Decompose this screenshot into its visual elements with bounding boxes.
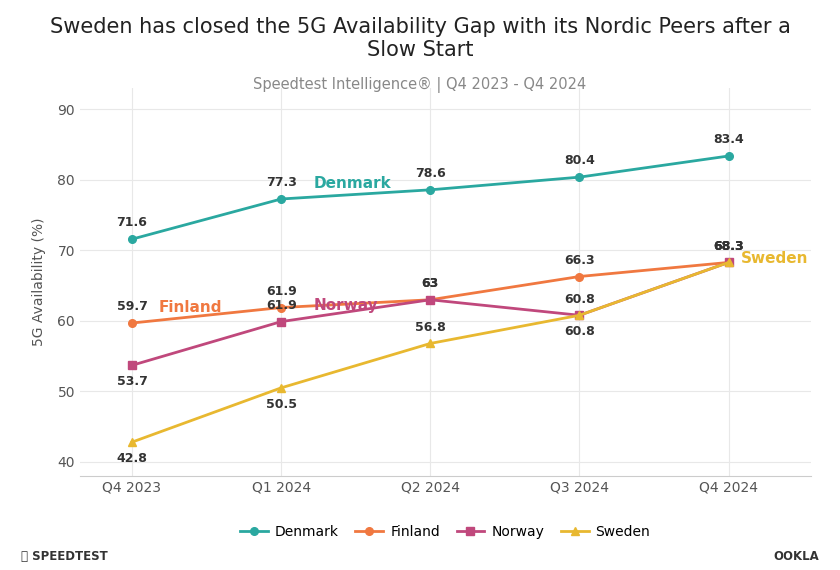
Text: 59.7: 59.7 — [117, 300, 148, 314]
Text: 50.5: 50.5 — [265, 398, 297, 410]
Text: 56.8: 56.8 — [415, 321, 446, 334]
Text: 60.8: 60.8 — [564, 292, 595, 306]
Text: Speedtest Intelligence® | Q4 2023 - Q4 2024: Speedtest Intelligence® | Q4 2023 - Q4 2… — [254, 77, 586, 93]
Text: 63: 63 — [422, 277, 439, 290]
Text: 77.3: 77.3 — [265, 176, 297, 189]
Text: 42.8: 42.8 — [117, 452, 148, 465]
Text: 71.6: 71.6 — [117, 217, 148, 230]
Text: Sweden: Sweden — [741, 251, 808, 266]
Text: 68.3: 68.3 — [713, 240, 744, 253]
Y-axis label: 5G Availability (%): 5G Availability (%) — [32, 218, 46, 347]
Text: 61.9: 61.9 — [265, 299, 297, 312]
Text: Sweden has closed the 5G Availability Gap with its Nordic Peers after a
Slow Sta: Sweden has closed the 5G Availability Ga… — [50, 17, 790, 60]
Text: Finland: Finland — [159, 300, 223, 315]
Text: 78.6: 78.6 — [415, 167, 446, 180]
Legend: Denmark, Finland, Norway, Sweden: Denmark, Finland, Norway, Sweden — [234, 519, 656, 544]
Text: Denmark: Denmark — [314, 176, 391, 190]
Text: 68.3: 68.3 — [713, 240, 744, 253]
Text: 80.4: 80.4 — [564, 154, 595, 168]
Text: 66.3: 66.3 — [564, 254, 595, 267]
Text: OOKLA: OOKLA — [774, 550, 819, 563]
Text: 68.3: 68.3 — [713, 240, 744, 253]
Text: ⓘ SPEEDTEST: ⓘ SPEEDTEST — [21, 550, 108, 563]
Text: Norway: Norway — [314, 298, 379, 313]
Text: 60.8: 60.8 — [564, 325, 595, 338]
Text: 63: 63 — [422, 277, 439, 290]
Text: 53.7: 53.7 — [117, 375, 148, 388]
Text: 83.4: 83.4 — [713, 133, 744, 146]
Text: 61.9: 61.9 — [265, 285, 297, 298]
